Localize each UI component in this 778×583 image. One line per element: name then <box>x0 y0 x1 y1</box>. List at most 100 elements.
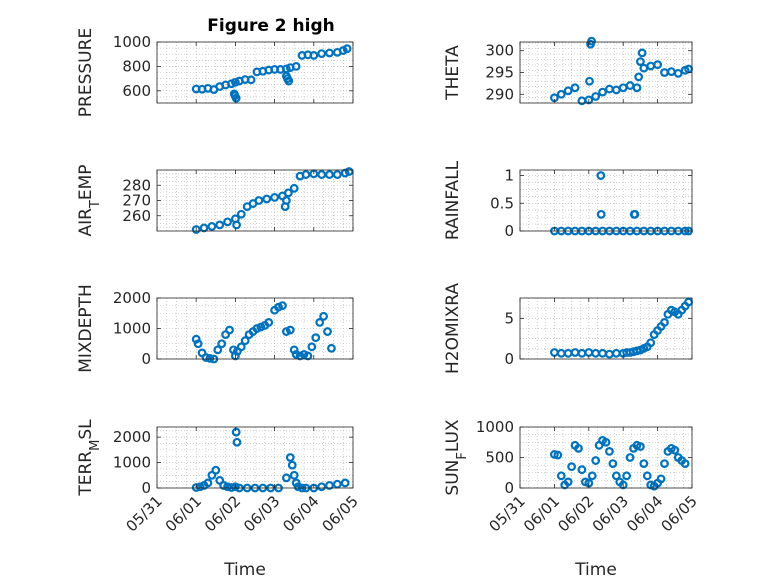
y-axis-label: AIRTEMP <box>76 164 103 236</box>
data-point <box>217 339 227 349</box>
data-point <box>660 318 669 327</box>
data-point <box>585 76 594 86</box>
data-point <box>601 437 611 447</box>
data-point <box>317 482 327 492</box>
data-point <box>587 36 596 46</box>
x-tick-label: 06/04 <box>279 492 322 535</box>
y-tick-label: 280 <box>122 176 151 194</box>
x-tick-label: 06/02 <box>554 492 597 535</box>
data-point <box>203 478 213 488</box>
data-point <box>563 477 573 487</box>
data-point <box>637 48 647 58</box>
data-point <box>231 93 241 103</box>
data-point <box>632 83 642 93</box>
data-point <box>556 471 566 481</box>
y-tick-label: 1000 <box>476 418 514 436</box>
data-point <box>660 459 669 469</box>
y-tick-label: 2000 <box>113 428 151 446</box>
data-point <box>278 301 287 311</box>
y-tick-label: 0 <box>141 479 151 497</box>
data-point <box>223 217 232 227</box>
data-point <box>307 342 317 352</box>
data-point <box>625 453 635 462</box>
data-point <box>201 353 211 362</box>
y-tick-label: 290 <box>485 85 514 103</box>
data-point <box>636 57 645 67</box>
data-point <box>598 87 607 97</box>
data-point <box>289 183 299 193</box>
y-tick-label: 270 <box>122 192 151 210</box>
data-point <box>285 453 295 462</box>
data-point <box>646 338 656 348</box>
data-point <box>283 188 293 198</box>
y-tick-label: 295 <box>485 64 514 82</box>
data-point <box>323 327 332 336</box>
y-tick-label: 800 <box>122 57 151 75</box>
axes-box <box>519 297 693 360</box>
axes-box <box>519 169 693 232</box>
data-point <box>344 167 354 176</box>
data-point <box>591 456 601 465</box>
data-point <box>232 220 241 230</box>
data-point <box>605 447 614 456</box>
data-point <box>325 481 334 490</box>
data-point <box>591 92 601 101</box>
data-point <box>246 75 256 85</box>
data-point <box>230 77 240 87</box>
y-tick-label: 300 <box>485 42 514 60</box>
axes-box <box>156 41 354 104</box>
data-point <box>596 171 606 180</box>
data-point <box>193 339 203 349</box>
y-tick-label: 1000 <box>113 33 151 51</box>
data-point <box>215 220 225 230</box>
data-point <box>673 68 683 78</box>
data-point <box>315 318 325 327</box>
y-tick-label: 0 <box>504 350 514 368</box>
data-point <box>289 470 299 480</box>
data-point <box>556 89 566 99</box>
chart-title: Figure 2 high <box>207 16 335 36</box>
data-point <box>301 170 311 179</box>
data-point <box>563 86 573 96</box>
data-point <box>281 71 291 81</box>
data-point <box>311 333 321 343</box>
data-point <box>596 209 606 219</box>
data-point <box>656 474 666 484</box>
y-axis-label: RAINFALL <box>443 160 463 240</box>
data-point <box>639 459 649 469</box>
data-point <box>229 89 239 99</box>
x-tick-label: 06/05 <box>319 492 362 535</box>
data-point <box>240 336 250 346</box>
x-tick-label: 06/01 <box>520 492 563 535</box>
y-axis-label: THETA <box>443 45 463 101</box>
data-point <box>281 196 291 205</box>
y-tick-label: 0.5 <box>490 194 514 212</box>
data-point <box>236 342 246 352</box>
data-point <box>622 471 632 481</box>
y-tick-label: 1 <box>504 167 514 185</box>
data-point <box>670 445 680 455</box>
x-tick-label: 05/31 <box>486 492 529 535</box>
data-point <box>254 196 264 205</box>
x-tick-label: 06/05 <box>658 492 701 535</box>
y-axis-label: PRESSURE <box>76 28 96 117</box>
data-point <box>587 471 597 481</box>
data-point <box>211 465 221 475</box>
y-tick-label: 500 <box>485 449 514 467</box>
x-axis-label: Time <box>223 560 266 580</box>
data-point <box>636 442 645 451</box>
x-axis-label: Time <box>574 560 617 580</box>
data-point <box>223 482 232 492</box>
data-point <box>327 343 336 353</box>
data-point <box>230 482 240 492</box>
data-point <box>553 450 563 460</box>
data-point <box>634 72 644 82</box>
data-point <box>611 471 621 481</box>
data-point <box>574 443 583 453</box>
y-axis-label: SUNFLUX <box>443 419 470 496</box>
y-tick-label: 600 <box>122 82 151 100</box>
data-point <box>332 479 342 489</box>
data-point <box>317 49 327 58</box>
data-point <box>680 459 690 469</box>
